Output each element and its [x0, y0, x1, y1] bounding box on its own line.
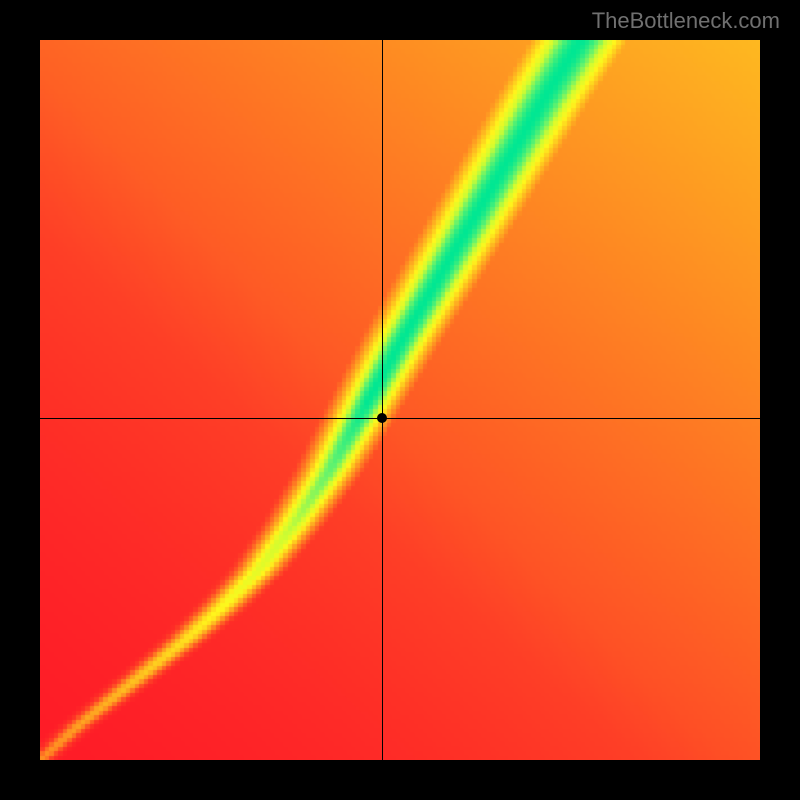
- crosshair-horizontal: [40, 418, 760, 419]
- watermark-text: TheBottleneck.com: [592, 8, 780, 34]
- crosshair-vertical: [382, 40, 383, 760]
- plot-area: [40, 40, 760, 760]
- marker-dot: [377, 413, 387, 423]
- heatmap-canvas: [40, 40, 760, 760]
